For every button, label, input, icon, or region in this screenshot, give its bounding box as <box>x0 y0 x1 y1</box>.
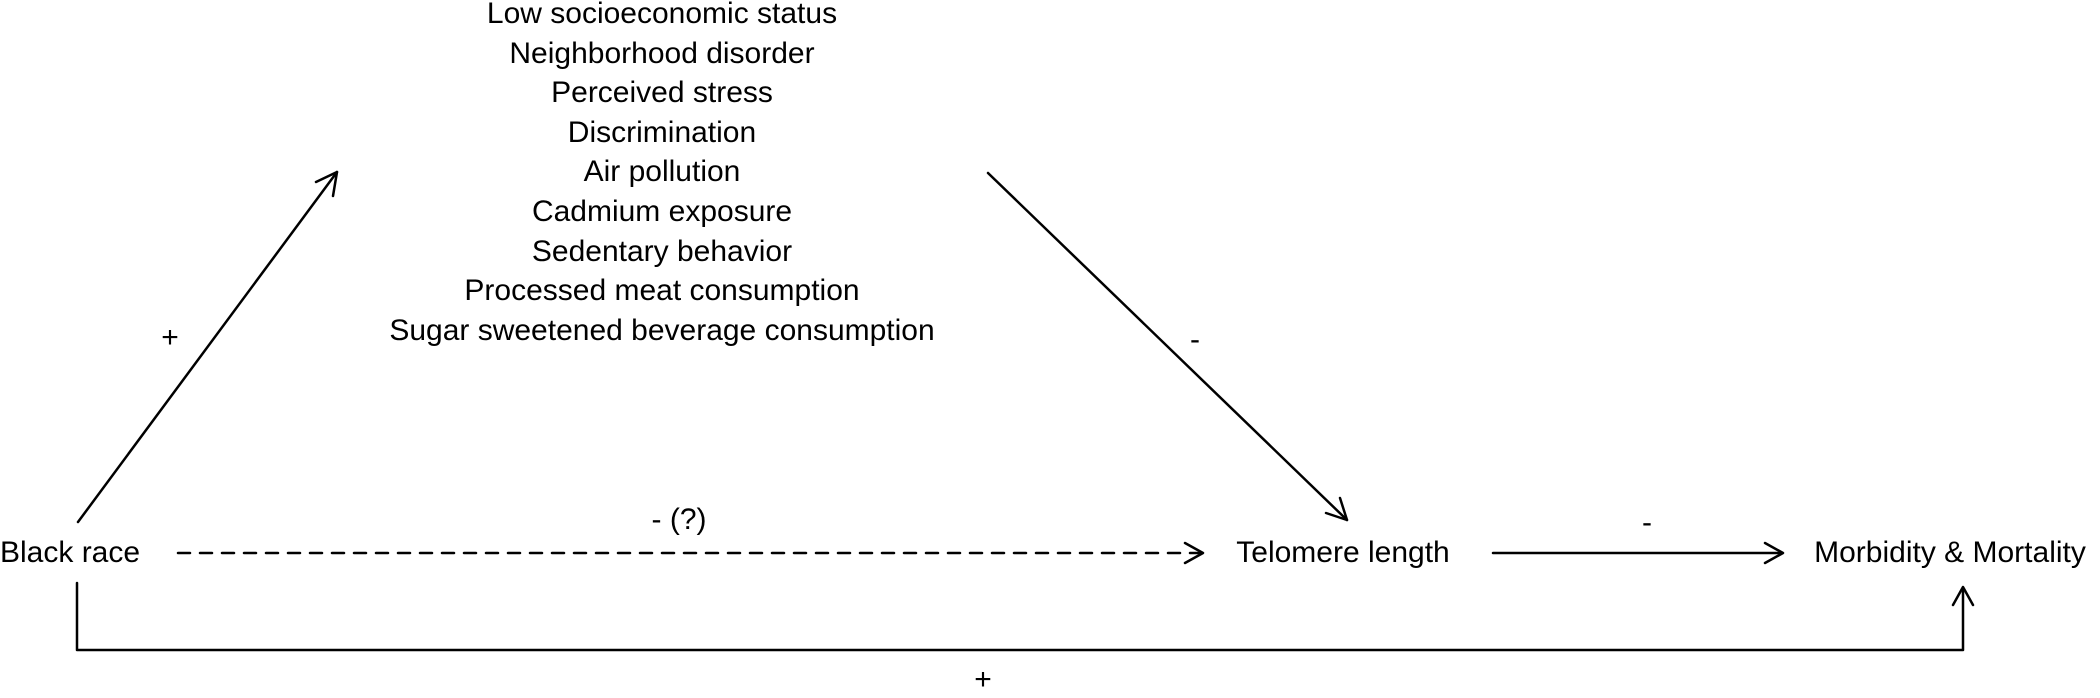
factor-item: Perceived stress <box>551 76 773 110</box>
arrowhead-factors-to-telomere <box>1324 496 1349 522</box>
node-morbidity-mortality: Morbidity & Mortality <box>1814 536 2086 569</box>
factor-item: Low socioeconomic status <box>486 0 838 30</box>
sign-factors-to-telomere: - <box>1190 323 1200 356</box>
arrowhead-race-to-outcome <box>1951 585 1975 607</box>
factor-item: Air pollution <box>583 155 741 189</box>
factor-item: Processed meat consumption <box>464 274 860 308</box>
mediator-factor-list: Low socioeconomic status Neighborhood di… <box>389 0 934 350</box>
node-telomere-length: Telomere length <box>1236 536 1450 569</box>
factor-item: Cadmium exposure <box>531 194 793 228</box>
arrow-race-to-outcome <box>75 581 1965 652</box>
arrow-factors-to-telomere <box>986 171 1349 522</box>
sign-race-to-telomere: - (?) <box>651 503 707 536</box>
arrowhead-telomere-to-outcome <box>1763 541 1785 565</box>
sign-race-to-outcome: + <box>974 663 992 696</box>
sign-telomere-to-outcome: - <box>1642 506 1652 539</box>
factor-item: Sedentary behavior <box>531 234 793 268</box>
node-black-race: Black race <box>0 536 141 569</box>
factor-item: Sugar sweetened beverage consumption <box>389 313 935 347</box>
arrow-race-to-factors <box>76 170 339 524</box>
arrowhead-race-to-factors <box>314 170 339 198</box>
sign-race-to-factors: + <box>161 321 179 354</box>
arrowhead-race-to-telomere <box>1183 541 1205 565</box>
factor-item: Discrimination <box>567 115 757 149</box>
factor-item: Neighborhood disorder <box>509 36 815 70</box>
